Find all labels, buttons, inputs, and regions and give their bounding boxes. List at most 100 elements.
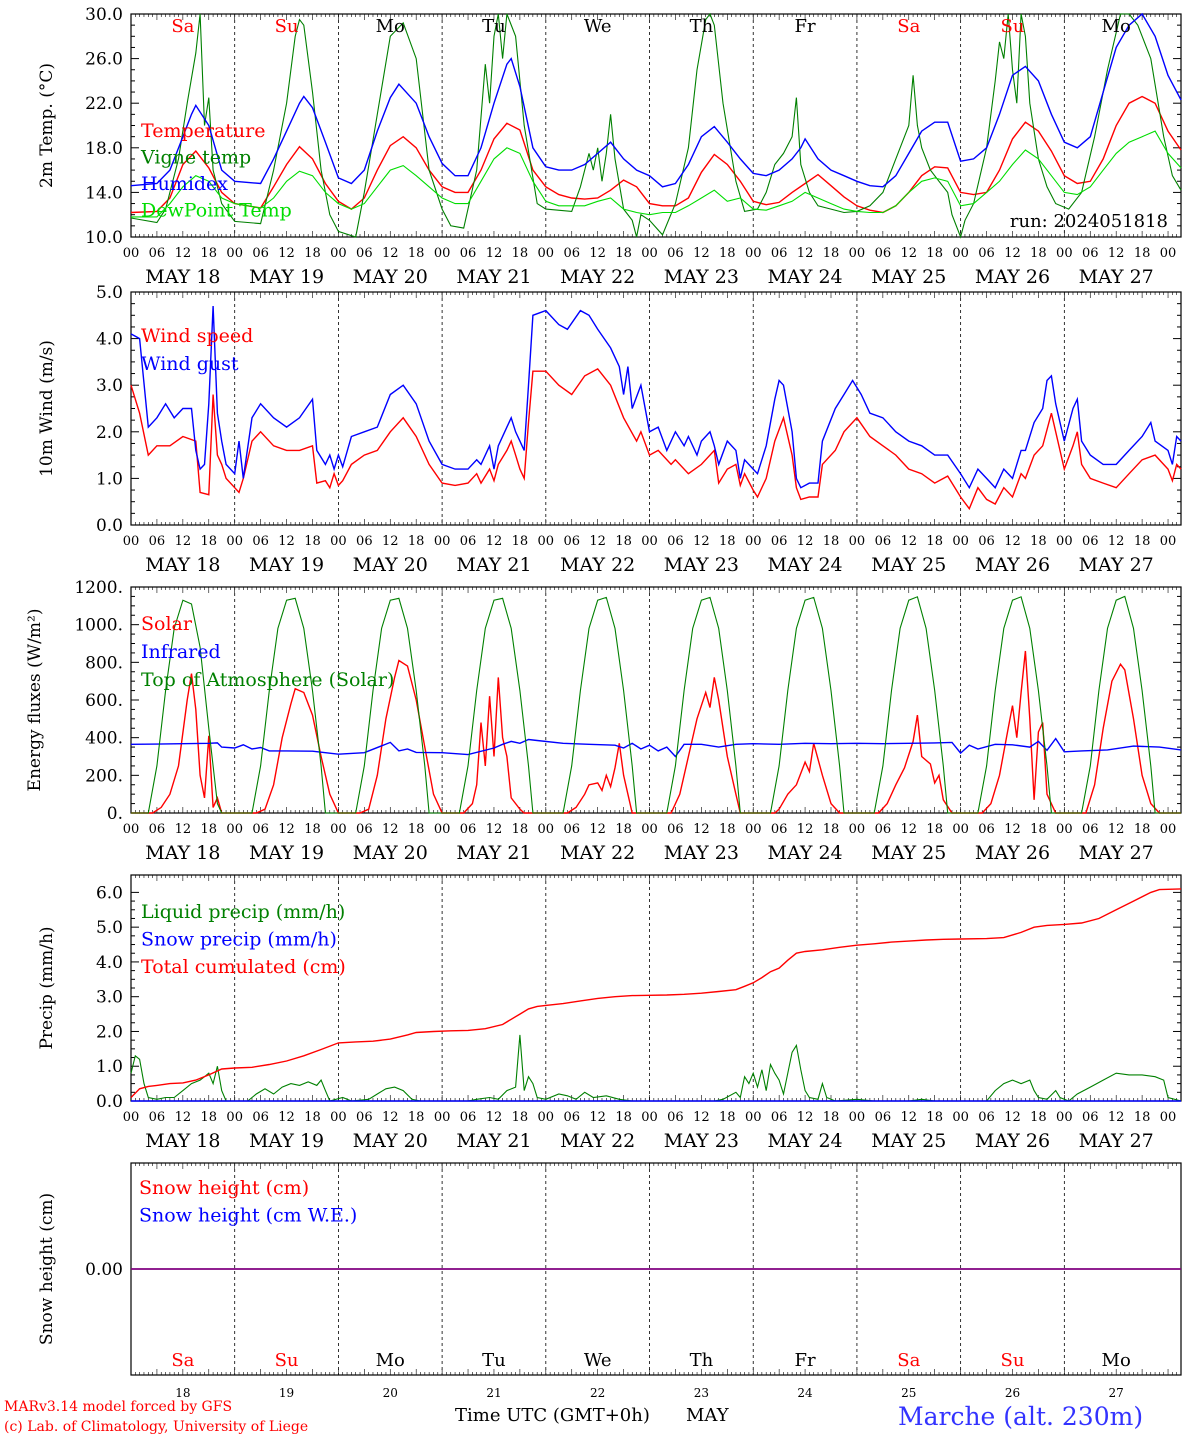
legend-entry: Wind gust <box>141 353 239 375</box>
x-hour-label: 12 <box>486 246 503 261</box>
x-hour-label: 18 <box>1030 822 1047 837</box>
series-line-liquid-precip-mm-h- <box>130 1034 1182 1102</box>
x-hour-label: 00 <box>330 822 347 837</box>
x-date-label: MAY 20 <box>353 554 428 576</box>
x-hour-label: 12 <box>1004 246 1021 261</box>
weekday-label: Fr <box>795 1350 816 1371</box>
x-hour-label: 00 <box>123 822 140 837</box>
x-hour-label: 12 <box>1108 246 1125 261</box>
x-hour-label: 06 <box>875 822 892 837</box>
x-hour-label: 06 <box>771 246 788 261</box>
legend-entry: Solar <box>141 613 193 635</box>
x-hour-label: 00 <box>641 246 658 261</box>
x-date-label: MAY 26 <box>975 266 1050 288</box>
x-date-label: MAY 18 <box>145 266 220 288</box>
x-hour-label: 00 <box>538 246 555 261</box>
panel-4: 0.0 1.0 2.0 3.0 4.0 5.0 6.0 Precip (mm/h) Liquid… <box>37 874 1182 1152</box>
day-number-label: 26 <box>1005 1386 1020 1400</box>
x-hour-label: 12 <box>589 1110 606 1125</box>
x-date-label: MAY 19 <box>249 1130 324 1152</box>
x-hour-label: 00 <box>226 822 243 837</box>
x-hour-label: 00 <box>952 534 969 549</box>
x-date-label: MAY 24 <box>767 266 842 288</box>
x-date-label: MAY 23 <box>664 842 739 864</box>
x-hour-label: 06 <box>1082 534 1099 549</box>
x-hour-label: 18 <box>201 822 218 837</box>
x-hour-label: 12 <box>278 246 295 261</box>
weekday-label: Tu <box>482 16 506 37</box>
x-hour-label: 00 <box>849 1110 866 1125</box>
x-hour-label: 12 <box>797 822 814 837</box>
x-hour-label: 12 <box>1108 822 1125 837</box>
x-hour-label: 18 <box>926 246 943 261</box>
x-hour-label: 12 <box>589 246 606 261</box>
y-tick-label: 600. <box>85 691 123 711</box>
x-hour-label: 00 <box>952 1110 969 1125</box>
x-hour-label: 06 <box>460 246 477 261</box>
x-hour-label: 12 <box>901 1110 918 1125</box>
x-date-label: MAY 26 <box>975 842 1050 864</box>
y-tick-label: 0.0 <box>96 516 123 536</box>
x-hour-label: 00 <box>538 822 555 837</box>
x-hour-label: 06 <box>563 246 580 261</box>
y-tick-label: 22.0 <box>85 94 123 114</box>
x-hour-label: 18 <box>408 1110 425 1125</box>
x-date-label: MAY 27 <box>1079 266 1154 288</box>
x-date-label: MAY 24 <box>767 1130 842 1152</box>
x-hour-label: 06 <box>356 246 373 261</box>
x-hour-label: 00 <box>641 1110 658 1125</box>
x-hour-label: 06 <box>771 534 788 549</box>
x-hour-label: 18 <box>201 1110 218 1125</box>
weekday-label: We <box>584 16 612 37</box>
x-hour-label: 06 <box>667 822 684 837</box>
y-tick-label: 0. <box>107 804 123 824</box>
y-tick-label: 10.0 <box>85 228 123 248</box>
x-hour-label: 00 <box>849 534 866 549</box>
x-hour-label: 00 <box>434 1110 451 1125</box>
x-hour-label: 12 <box>1004 1110 1021 1125</box>
x-hour-label: 18 <box>926 1110 943 1125</box>
weekday-label: Su <box>275 1350 299 1371</box>
x-hour-label: 12 <box>486 822 503 837</box>
x-hour-label: 06 <box>563 534 580 549</box>
x-hour-label: 12 <box>175 1110 192 1125</box>
x-hour-label: 06 <box>563 1110 580 1125</box>
series-line-wind-gust <box>130 305 1182 490</box>
x-date-label: MAY 21 <box>456 554 531 576</box>
legend-entry: Vigne temp <box>140 147 251 169</box>
x-hour-label: 12 <box>901 822 918 837</box>
weekday-label: Th <box>690 16 714 37</box>
run-label: run: 2024051818 <box>1010 211 1168 232</box>
weekday-label: Sa <box>897 1350 920 1371</box>
x-date-label: MAY 23 <box>664 266 739 288</box>
x-date-label: MAY 20 <box>353 842 428 864</box>
panel-1: 10.0 14.0 18.0 22.0 26.0 30.0 2m Temp. (°C) Tem… <box>37 5 1182 288</box>
x-hour-label: 06 <box>252 534 269 549</box>
y-tick-label: 26.0 <box>85 50 123 70</box>
x-hour-label: 00 <box>226 246 243 261</box>
x-hour-label: 12 <box>797 1110 814 1125</box>
day-number-label: 24 <box>797 1386 813 1400</box>
x-hour-label: 12 <box>797 246 814 261</box>
x-hour-label: 18 <box>719 246 736 261</box>
weekday-label: Sa <box>897 16 920 37</box>
x-hour-label: 00 <box>538 1110 555 1125</box>
x-hour-label: 00 <box>849 246 866 261</box>
x-date-label: MAY 18 <box>145 554 220 576</box>
x-hour-label: 12 <box>382 534 399 549</box>
x-hour-label: 12 <box>278 1110 295 1125</box>
x-hour-label: 06 <box>149 822 166 837</box>
series-line-humidex <box>130 12 1182 188</box>
panel-5: 0.00 Snow height (cm) Snow height (cm) Snow… <box>37 1162 1182 1400</box>
x-hour-label: 18 <box>201 246 218 261</box>
x-hour-label: 18 <box>408 246 425 261</box>
x-hour-label: 18 <box>615 822 632 837</box>
weekday-label: Su <box>275 16 299 37</box>
x-date-label: MAY 22 <box>560 842 635 864</box>
x-hour-label: 00 <box>123 534 140 549</box>
series-line-temperature <box>130 95 1182 214</box>
x-hour-label: 12 <box>486 534 503 549</box>
x-hour-label: 06 <box>563 822 580 837</box>
x-hour-label: 18 <box>304 534 321 549</box>
y-tick-label: 1.0 <box>96 469 123 489</box>
